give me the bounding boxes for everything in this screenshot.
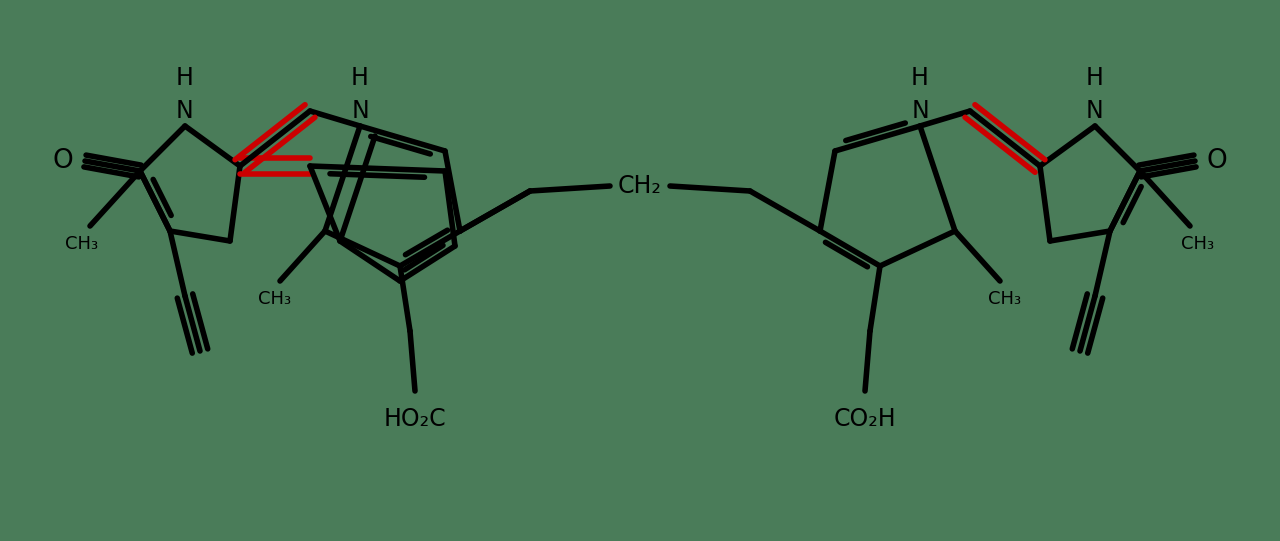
Text: H: H	[351, 66, 369, 90]
Text: O: O	[1207, 148, 1228, 174]
Text: H: H	[911, 66, 929, 90]
Text: N: N	[911, 99, 929, 123]
Text: N: N	[351, 99, 369, 123]
Text: CH₃: CH₃	[65, 235, 99, 253]
Text: H: H	[177, 66, 195, 90]
Text: CH₂: CH₂	[618, 174, 662, 198]
Text: N: N	[177, 99, 193, 123]
Text: H: H	[1085, 66, 1103, 90]
Text: O: O	[52, 148, 73, 174]
Text: CH₃: CH₃	[259, 290, 292, 308]
Text: N: N	[1087, 99, 1103, 123]
Text: CO₂H: CO₂H	[833, 407, 896, 431]
Text: CH₃: CH₃	[1181, 235, 1215, 253]
Text: HO₂C: HO₂C	[384, 407, 447, 431]
Text: CH₃: CH₃	[988, 290, 1021, 308]
